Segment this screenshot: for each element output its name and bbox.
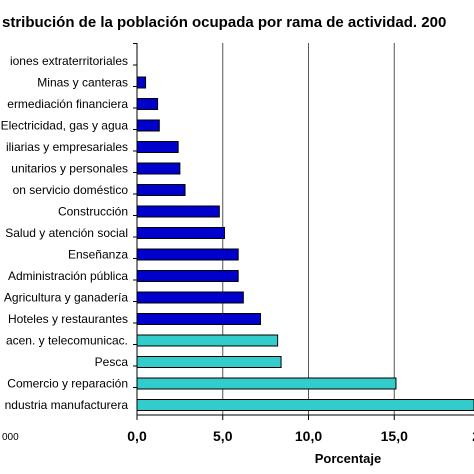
axes xyxy=(133,43,474,420)
x-tick-label: 0,0 xyxy=(127,428,147,444)
bar xyxy=(136,248,239,261)
bar xyxy=(136,205,220,218)
category-label: Minas y canteras xyxy=(37,76,128,90)
x-axis-label: Porcentaje xyxy=(315,451,381,466)
category-label: iliarias y empresariales xyxy=(6,140,128,154)
category-label: Enseñanza xyxy=(68,248,128,262)
chart-title: stribución de la población ocupada por r… xyxy=(2,14,446,31)
category-label: Hoteles y restaurantes xyxy=(8,312,128,326)
category-label: Comercio y reparación xyxy=(7,377,128,391)
category-label: Agricultura y ganadería xyxy=(4,291,128,305)
bar xyxy=(136,119,160,132)
bar xyxy=(136,141,179,153)
category-label: Salud y atención social xyxy=(5,226,128,240)
bar xyxy=(136,334,279,347)
x-tick-label: 20 xyxy=(472,428,474,444)
bar xyxy=(136,377,397,390)
bar xyxy=(136,227,225,239)
bar xyxy=(136,162,181,175)
category-label: ermediación financiera xyxy=(7,97,128,111)
category-label: on servicio doméstico xyxy=(13,183,129,197)
bars xyxy=(136,76,474,411)
source-note: 000 xyxy=(2,432,19,443)
x-tick-label: 5,0 xyxy=(213,428,233,444)
bar xyxy=(136,399,474,411)
bar xyxy=(136,270,239,282)
bar xyxy=(136,291,244,304)
bar xyxy=(136,313,261,325)
category-label: Electricidad, gas y agua xyxy=(1,119,129,133)
category-label: acen. y telecomunicac. xyxy=(6,334,128,348)
bar xyxy=(136,76,147,89)
category-label: Construcción xyxy=(58,205,128,219)
category-label: ndustria manufacturera xyxy=(5,398,129,412)
category-labels: iones extraterritoriales Minas y canteras… xyxy=(1,54,129,412)
x-tick-label: 10,0 xyxy=(295,428,322,444)
bar xyxy=(136,184,186,196)
category-label: Pesca xyxy=(95,355,129,369)
bar xyxy=(136,356,282,368)
category-label: unitarios y personales xyxy=(11,162,128,176)
x-tick-labels: 0,0 5,0 10,0 15,0 20 xyxy=(127,428,474,444)
x-tick-label: 15,0 xyxy=(381,428,408,444)
bar xyxy=(136,98,159,110)
category-label: iones extraterritoriales xyxy=(10,54,128,68)
category-label: Administración pública xyxy=(8,269,128,283)
